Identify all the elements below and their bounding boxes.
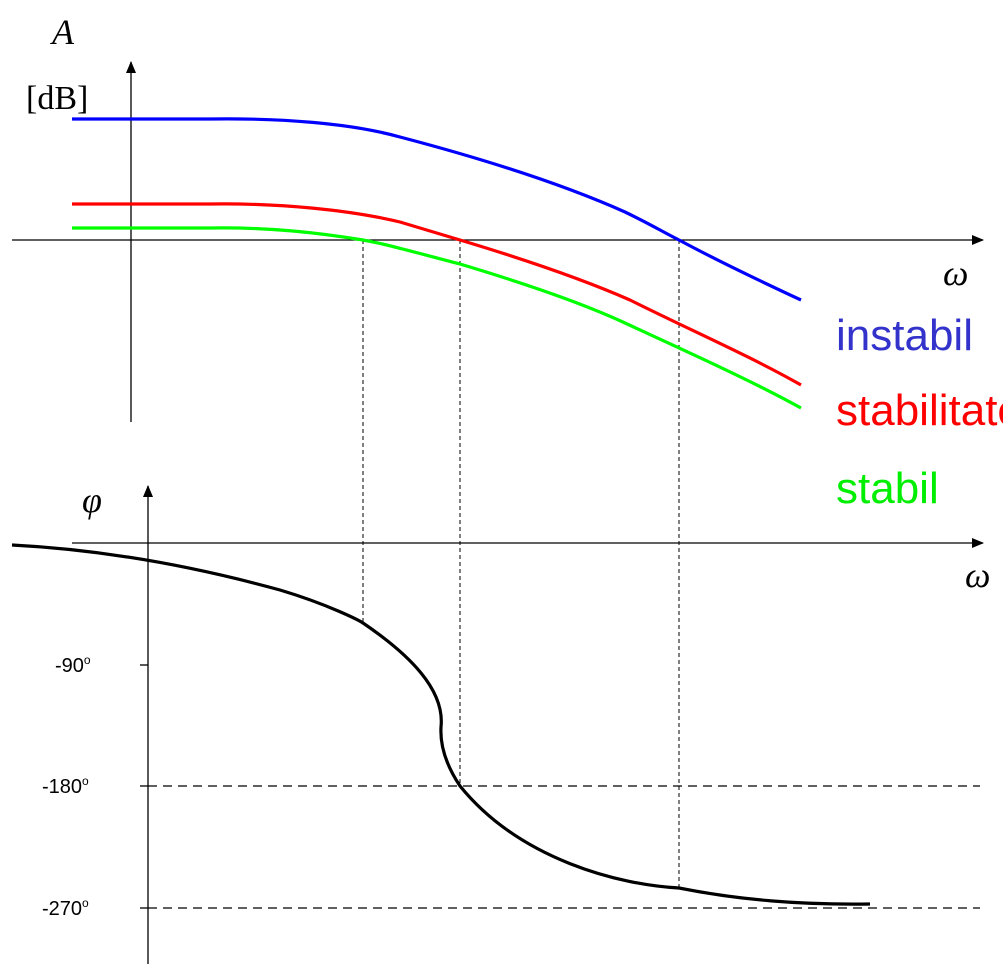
magnitude-curve-red bbox=[72, 202, 802, 387]
tick-label-minus-270: -270o bbox=[42, 896, 89, 920]
legend: instabil stabilitate stabil bbox=[836, 311, 1003, 513]
phase-x-symbol: ω bbox=[965, 555, 990, 595]
legend-stable-label: stabil bbox=[836, 464, 939, 513]
magnitude-curve-blue bbox=[72, 117, 802, 302]
magnitude-plot: A [dB] ω bbox=[12, 12, 984, 888]
phase-plot: φ ω -90o -180o -270o bbox=[11, 480, 990, 964]
magnitude-x-symbol: ω bbox=[943, 253, 968, 293]
tick-label-minus-180: -180o bbox=[42, 774, 89, 798]
magnitude-y-unit: [dB] bbox=[26, 80, 88, 117]
magnitude-y-symbol: A bbox=[50, 12, 75, 52]
magnitude-curve-green bbox=[72, 226, 802, 410]
tick-label-minus-90: -90o bbox=[55, 653, 91, 677]
legend-stability-limit-label: stabilitate bbox=[836, 386, 1003, 435]
phase-y-symbol: φ bbox=[82, 480, 102, 520]
phase-curve bbox=[11, 543, 871, 906]
legend-unstable-label: instabil bbox=[836, 311, 973, 360]
